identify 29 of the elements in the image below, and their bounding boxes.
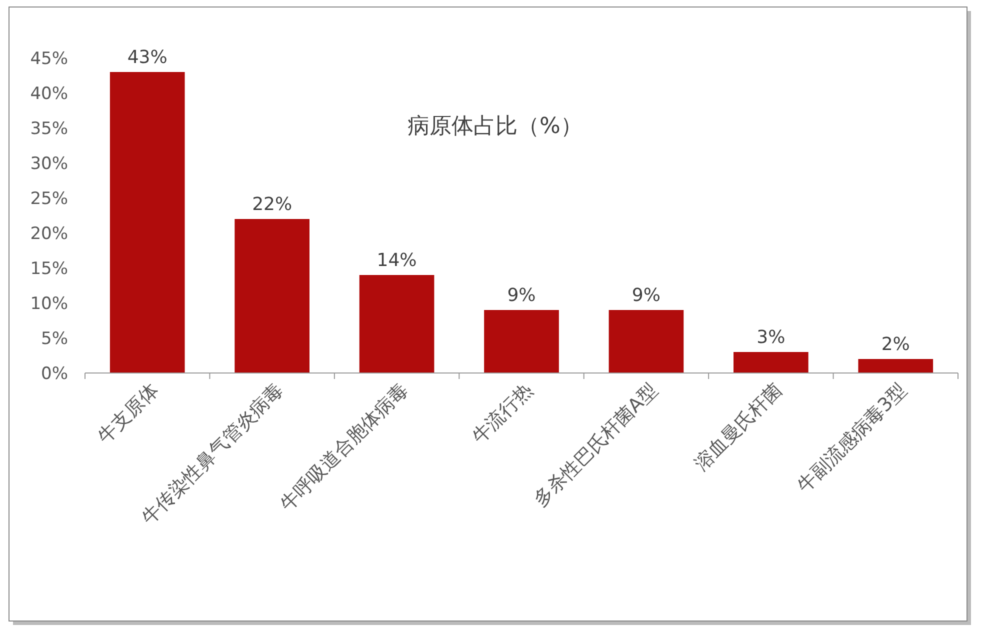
x-tick-label: 溶血曼氏杆菌 (690, 378, 786, 476)
x-tick-label: 牛支原体 (94, 378, 163, 448)
y-tick-label: 30% (30, 154, 68, 174)
y-tick-label: 5% (41, 329, 68, 349)
bar (858, 359, 934, 373)
data-label: 43% (127, 47, 168, 68)
bar (608, 310, 684, 373)
data-label: 9% (632, 285, 660, 306)
data-label: 14% (376, 250, 417, 271)
bar (234, 219, 310, 373)
data-label: 9% (507, 285, 536, 306)
data-label: 3% (756, 327, 786, 348)
bar (484, 310, 559, 373)
y-tick-label: 15% (30, 259, 68, 279)
y-tick-label: 0% (41, 364, 68, 384)
bar (359, 275, 434, 373)
data-label: 2% (881, 334, 910, 355)
bar (734, 352, 808, 373)
text: 病原体占比（%） (408, 114, 582, 139)
y-tick-label: 20% (30, 224, 68, 244)
bar (110, 72, 185, 373)
x-tick-label: 牛副流感病毒3型 (793, 378, 912, 498)
y-tick-label: 25% (30, 189, 68, 209)
y-tick-label: 10% (30, 294, 68, 314)
y-tick-label: 45% (30, 49, 68, 69)
y-tick-label: 40% (30, 84, 68, 104)
y-tick-label: 35% (30, 119, 68, 139)
data-label: 22% (252, 194, 292, 215)
x-tick-label: 牛流行热 (468, 378, 538, 448)
